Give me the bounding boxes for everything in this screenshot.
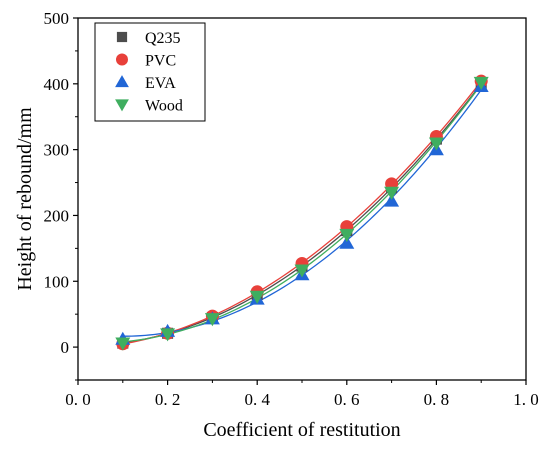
y-tick-label: 500 [44,9,70,28]
legend-label-wood: Wood [145,98,183,115]
ticks: 0. 0 0. 2 0. 4 0. 6 0. 8 1. 0 0 100 200 300 400 500 [44,9,539,409]
data-point-eva [384,193,400,207]
fit-line-q235 [122,83,482,344]
y-tick-label: 400 [44,75,70,94]
y-tick-label: 200 [44,206,70,225]
x-tick-label: 0. 8 [424,390,450,409]
data-point-wood [428,137,444,151]
data-markers [115,74,489,351]
fit-line-eva [122,89,482,337]
legend-label-pvc: PVC [145,53,176,70]
legend-marker-wood [115,99,129,112]
legend-label-q235: Q235 [145,30,181,47]
x-tick-label: 0. 0 [65,390,91,409]
data-point-wood [115,337,131,351]
data-point-wood [294,264,310,278]
legend-marker-pvc [116,53,128,66]
legend-box [94,22,206,122]
x-tick-label: 1. 0 [513,390,539,409]
data-point-wood [384,186,400,200]
x-tick-label: 0. 6 [334,390,360,409]
x-axis-label: Coefficient of restitution [203,419,400,441]
y-tick-label: 300 [44,141,70,160]
data-point-wood [204,313,220,327]
legend-marker-q235 [116,31,128,43]
data-point-wood [473,76,489,90]
legend-marker-eva [115,75,129,88]
y-tick-label: 100 [44,272,70,291]
x-tick-label: 0. 4 [244,390,270,409]
data-point-wood [339,228,355,243]
data-point-wood [249,290,265,304]
data-point-wood [160,328,176,342]
fit-line-wood [122,84,482,343]
data-point-eva [339,235,355,249]
y-tick-label: 0 [61,338,70,357]
legend: Q235 PVC EVA Wood [94,22,206,122]
legend-label-eva: EVA [145,75,176,92]
y-axis-label: Height of rebound/mm [14,107,36,291]
x-tick-label: 0. 2 [155,390,181,409]
